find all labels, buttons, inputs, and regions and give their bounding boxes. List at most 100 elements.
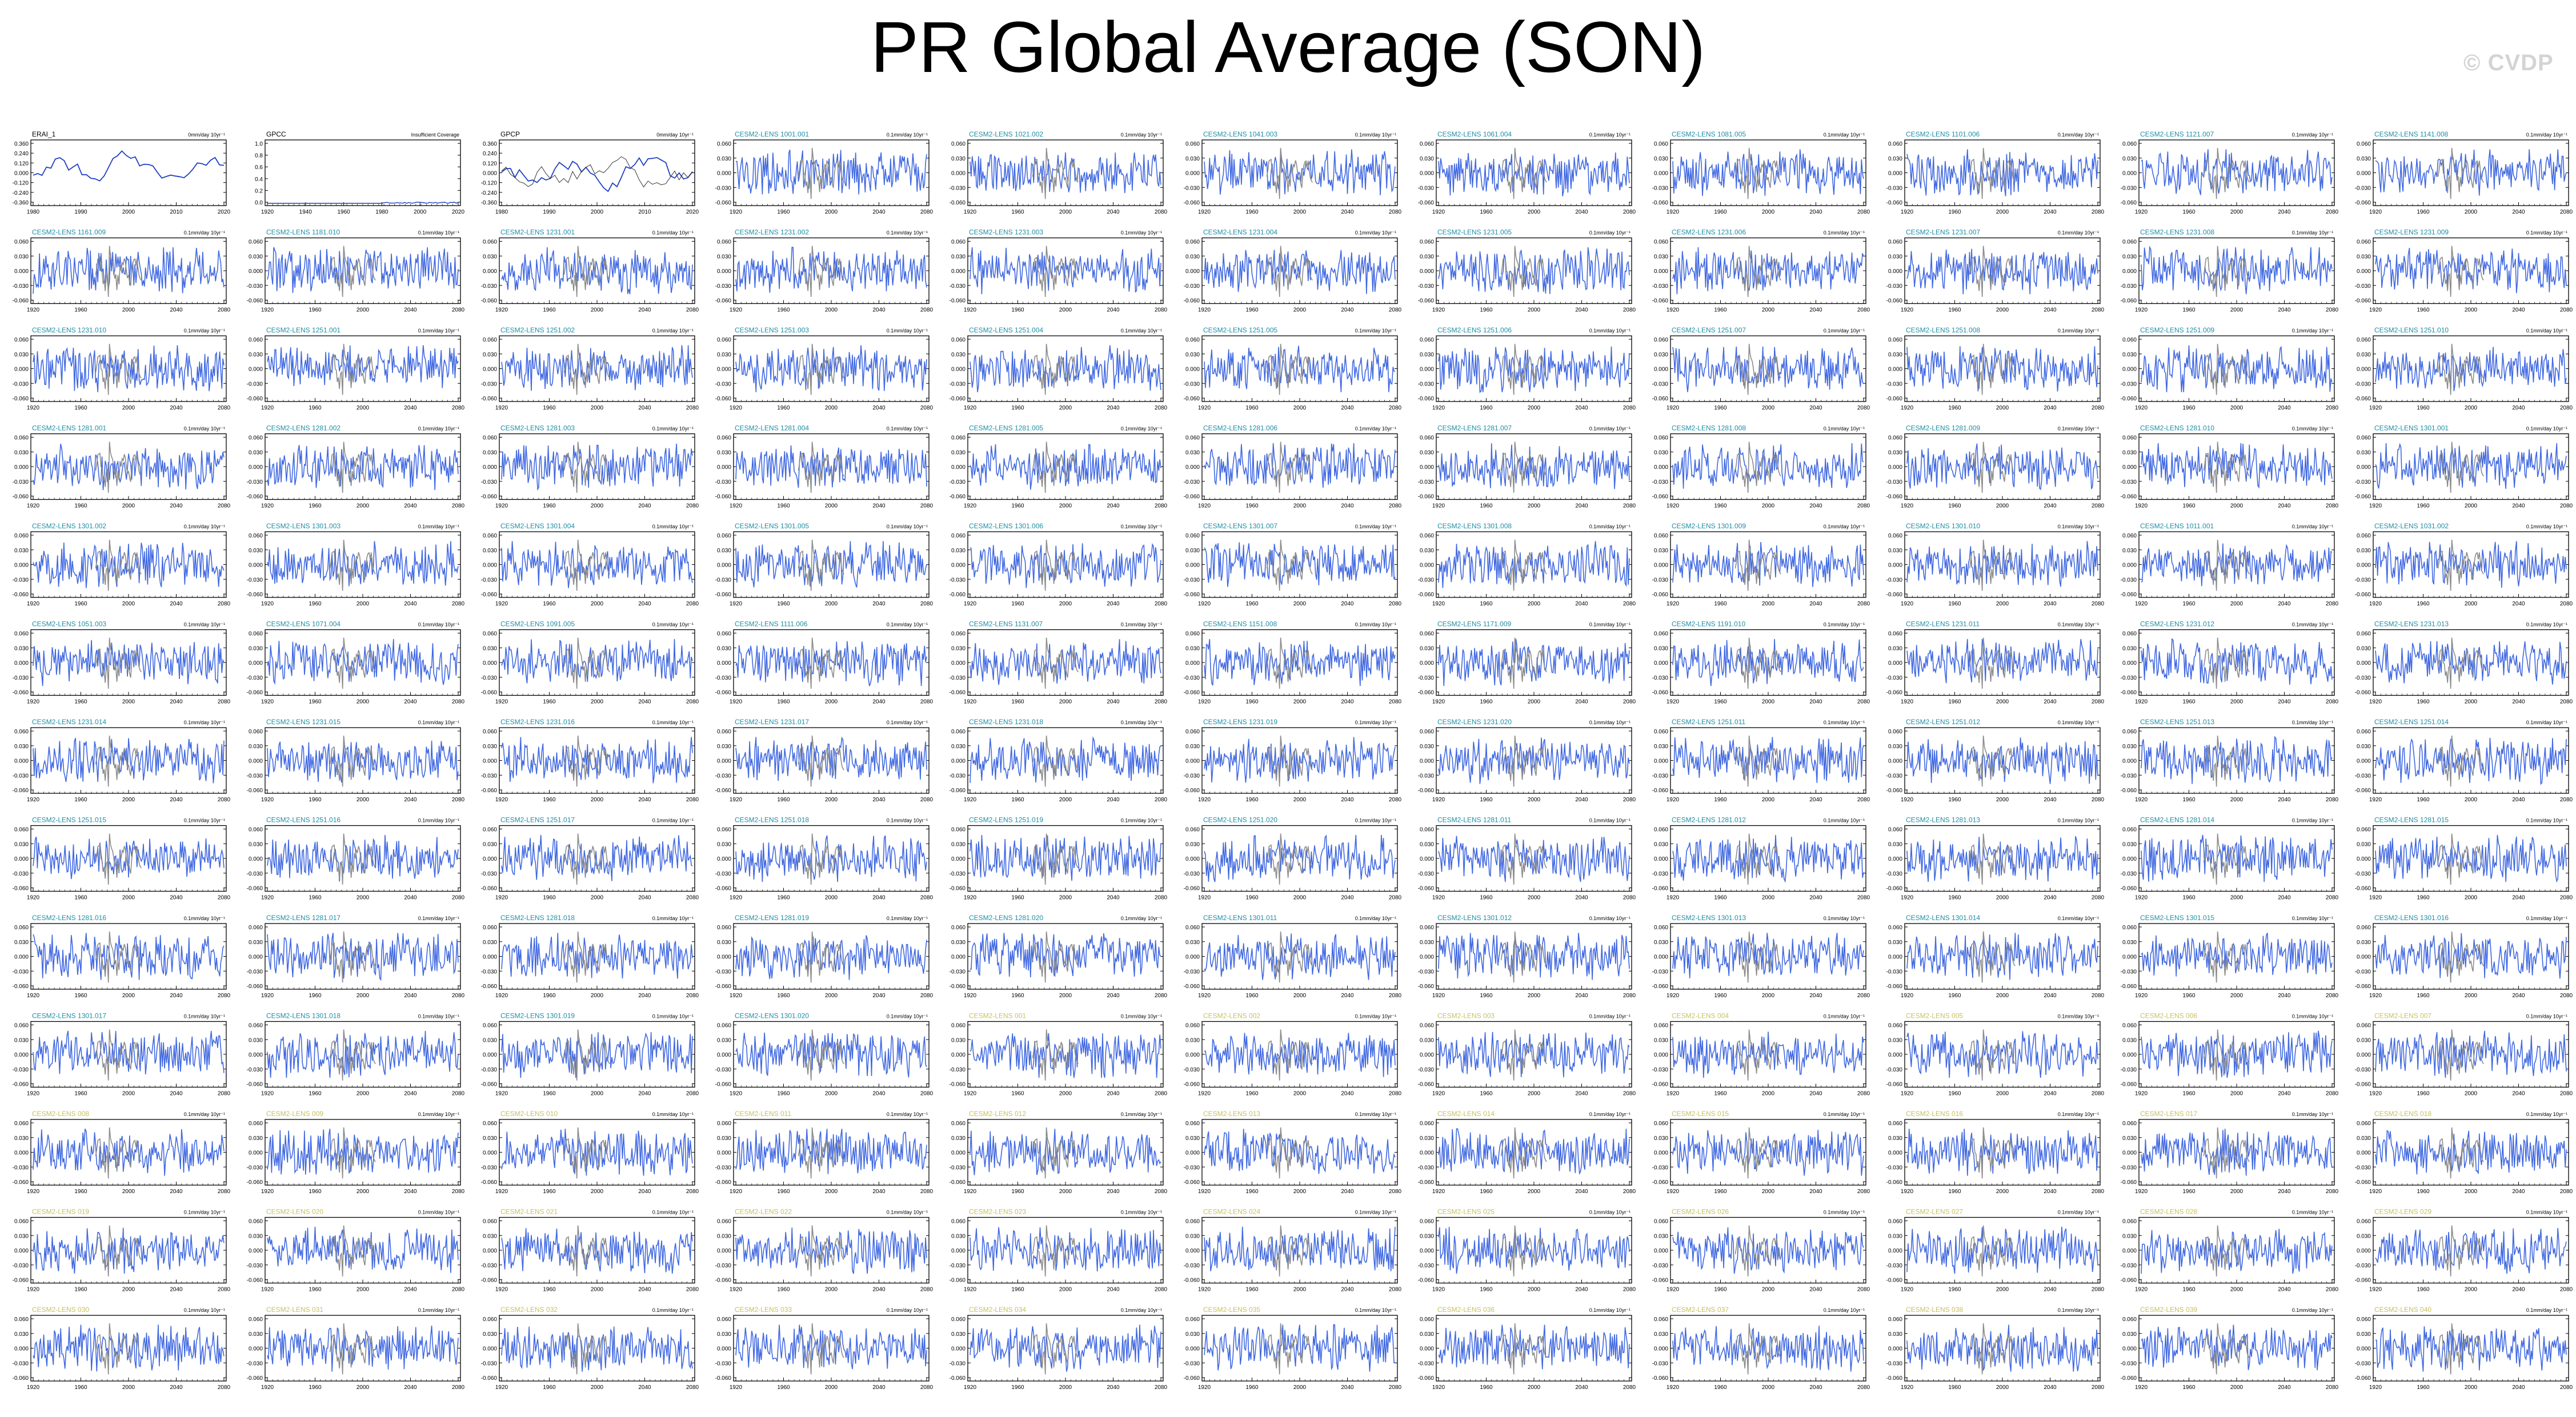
- y-tick-label: 0.060: [1654, 337, 1668, 343]
- x-tick-label: 2040: [2278, 503, 2291, 509]
- y-tick-label: 0.060: [1888, 141, 1902, 147]
- x-tick-label: 2040: [1809, 405, 1822, 411]
- member-series-line: [1438, 152, 1630, 196]
- x-tick-label: 1960: [543, 601, 556, 607]
- y-tick-label: -0.060: [13, 396, 29, 402]
- x-tick-label: 1960: [1480, 307, 1493, 314]
- obs-series-line: [501, 156, 693, 192]
- x-tick-label: 1960: [2182, 601, 2196, 607]
- obs-series-line: [267, 202, 459, 204]
- y-tick-label: -0.030: [13, 675, 29, 681]
- member-series-line: [1906, 149, 2098, 196]
- y-tick-label: 0.000: [14, 268, 29, 275]
- x-tick-label: 1920: [1901, 405, 1914, 411]
- panel-trend-label: 0.1mm/day 10yr⁻¹: [184, 622, 225, 628]
- x-tick-label: 2000: [2230, 503, 2244, 509]
- y-tick-label: 0.060: [951, 141, 966, 147]
- x-tick-label: 1920: [730, 503, 743, 509]
- x-tick-label: 2040: [1809, 699, 1822, 705]
- member-series-line: [33, 247, 225, 294]
- x-tick-label: 2080: [686, 307, 699, 314]
- panel-trend-label: 0.1mm/day 10yr⁻¹: [652, 426, 694, 432]
- panel-label: CESM2-LENS 1231.017: [735, 718, 809, 726]
- x-tick-label: 2000: [2465, 209, 2478, 215]
- member-series-line: [501, 345, 693, 391]
- x-tick-label: 2000: [2465, 503, 2478, 509]
- y-tick-label: 0.360: [14, 141, 29, 147]
- y-tick-label: -0.060: [247, 298, 263, 304]
- panel-label: CESM2-LENS 1301.007: [1203, 522, 1277, 530]
- x-tick-label: 1960: [309, 307, 322, 314]
- y-tick-label: -0.060: [950, 592, 966, 598]
- obs-overlay-line: [2203, 147, 2250, 199]
- y-tick-label: -0.030: [1652, 577, 1669, 583]
- panel-frame: [30, 433, 227, 500]
- x-tick-label: 2040: [1575, 209, 1588, 215]
- x-tick-label: 2000: [825, 601, 838, 607]
- y-tick-label: -0.030: [950, 773, 966, 779]
- x-tick-label: 2040: [1575, 503, 1588, 509]
- y-tick-label: 0.060: [483, 337, 497, 343]
- y-tick-label: 0.030: [249, 254, 263, 260]
- y-tick-label: 0.030: [483, 548, 497, 554]
- panel-label: CESM2-LENS 1011.001: [2140, 522, 2214, 530]
- panel-trend-label: 0.1mm/day 10yr⁻¹: [2292, 524, 2333, 529]
- obs-overlay-line: [1969, 441, 2016, 493]
- x-tick-label: 2080: [1389, 307, 1402, 314]
- y-tick-label: 0.000: [2122, 464, 2137, 471]
- obs-overlay-line: [798, 735, 844, 787]
- y-tick-label: -0.030: [13, 283, 29, 290]
- y-tick-label: -0.060: [1652, 200, 1669, 206]
- panel-label: CESM2-LENS 1151.008: [1203, 620, 1277, 628]
- x-tick-label: 1920: [27, 601, 40, 607]
- member-series-line: [1672, 443, 1864, 489]
- panel-trend-label: 0.1mm/day 10yr⁻¹: [1355, 132, 1396, 138]
- obs-overlay-line: [2203, 539, 2250, 591]
- x-tick-label: 2000: [356, 307, 370, 314]
- y-tick-label: 0.030: [717, 254, 731, 260]
- x-tick-label: 2040: [2044, 405, 2057, 411]
- x-tick-label: 1960: [1011, 699, 1024, 705]
- panel-trend-label: 0.1mm/day 10yr⁻¹: [1355, 720, 1396, 725]
- x-tick-label: 2000: [2230, 405, 2244, 411]
- x-tick-label: 1920: [1666, 503, 1680, 509]
- obs-overlay-line: [798, 539, 844, 591]
- panel-frame: [1201, 433, 1398, 500]
- obs-overlay-line: [1969, 147, 2016, 199]
- y-tick-label: -0.060: [1184, 494, 1200, 500]
- panel-trend-label: 0.1mm/day 10yr⁻¹: [2526, 328, 2567, 334]
- member-series-line: [1672, 542, 1864, 587]
- x-tick-label: 2000: [1528, 405, 1541, 411]
- x-tick-label: 2080: [2326, 601, 2339, 607]
- x-tick-label: 2040: [2278, 601, 2291, 607]
- panel-trend-label: 0.1mm/day 10yr⁻¹: [652, 622, 694, 628]
- panel: CESM2-LENS 1231.006 0.1mm/day 10yr⁻¹ 0.060…: [1652, 228, 1870, 314]
- panel: CESM2-LENS 1231.011 0.1mm/day 10yr⁻¹ 0.060…: [1886, 620, 2105, 705]
- y-tick-label: 0.000: [2122, 660, 2137, 667]
- member-series-line: [1438, 541, 1630, 588]
- member-series-line: [1438, 443, 1630, 489]
- y-tick-label: -0.060: [2121, 592, 2137, 598]
- panel: CESM2-LENS 1191.010 0.1mm/day 10yr⁻¹ 0.060…: [1652, 620, 1870, 705]
- member-series-line: [1438, 247, 1630, 294]
- x-tick-label: 1960: [1948, 699, 1961, 705]
- x-tick-label: 1960: [2182, 405, 2196, 411]
- y-tick-label: 0.030: [1420, 449, 1434, 456]
- y-tick-label: 0.030: [249, 352, 263, 358]
- x-tick-label: 1960: [1948, 209, 1961, 215]
- x-tick-label: 1920: [2135, 209, 2148, 215]
- x-tick-label: 2040: [170, 601, 183, 607]
- y-tick-label: 0.000: [1654, 171, 1668, 177]
- panel-label: CESM2-LENS 1281.010: [2140, 424, 2214, 432]
- y-tick-label: -0.030: [715, 773, 732, 779]
- y-tick-label: 0.000: [1654, 563, 1668, 569]
- x-tick-label: 2080: [920, 307, 934, 314]
- y-tick-label: 0.030: [249, 645, 263, 652]
- obs-overlay-line: [798, 637, 844, 689]
- panel-trend-label: 0.1mm/day 10yr⁻¹: [2526, 622, 2567, 628]
- x-tick-label: 1960: [1245, 307, 1259, 314]
- y-tick-label: 0.6: [255, 164, 263, 171]
- x-tick-label: 1920: [2369, 209, 2382, 215]
- y-tick-label: -0.030: [1652, 381, 1669, 387]
- panel-label: CESM2-LENS 1141.008: [2374, 130, 2449, 138]
